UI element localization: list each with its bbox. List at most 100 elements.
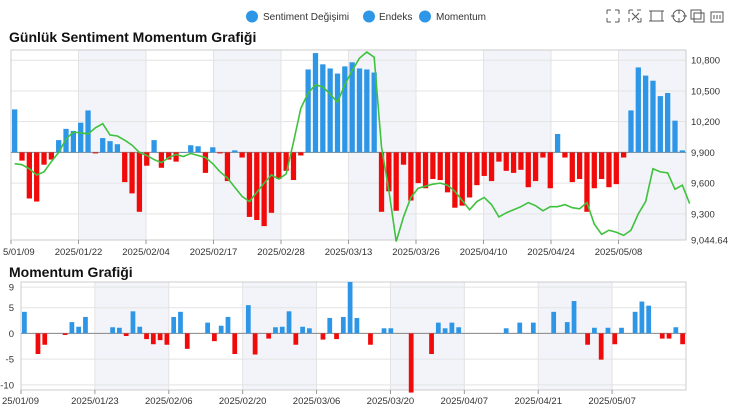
legend-item-sentiment[interactable]: Sentiment Değişimi xyxy=(246,10,349,24)
sentiment-bar[interactable] xyxy=(408,152,414,201)
sentiment-bar[interactable] xyxy=(298,152,304,156)
sentiment-bar[interactable] xyxy=(254,152,260,220)
sentiment-bar[interactable] xyxy=(620,152,627,158)
momentum-bar[interactable] xyxy=(619,327,624,334)
momentum-bar[interactable] xyxy=(76,326,82,334)
sentiment-bar[interactable] xyxy=(547,152,553,189)
sentiment-bar[interactable] xyxy=(584,152,590,212)
sentiment-bar[interactable] xyxy=(290,152,297,181)
momentum-bar[interactable] xyxy=(225,316,231,334)
sentiment-bar[interactable] xyxy=(657,96,663,153)
momentum-bar[interactable] xyxy=(62,333,68,335)
momentum-bar[interactable] xyxy=(381,328,387,334)
rect-select-icon[interactable] xyxy=(670,8,688,24)
save-image-icon[interactable] xyxy=(710,8,728,24)
sentiment-bar[interactable] xyxy=(562,152,568,158)
sentiment-bar[interactable] xyxy=(107,141,113,153)
momentum-bar[interactable] xyxy=(429,333,434,354)
sentiment-bar[interactable] xyxy=(496,152,502,162)
sentiment-bar[interactable] xyxy=(444,152,451,193)
sentiment-bar[interactable] xyxy=(78,122,84,153)
sentiment-bar[interactable] xyxy=(224,152,231,182)
momentum-bar[interactable] xyxy=(178,311,183,334)
sentiment-bar[interactable] xyxy=(452,152,458,208)
sentiment-bar[interactable] xyxy=(430,152,436,180)
momentum-bar[interactable] xyxy=(320,333,326,340)
sentiment-bar[interactable] xyxy=(144,152,150,166)
sentiment-bar[interactable] xyxy=(129,152,135,194)
momentum-bar[interactable] xyxy=(150,333,156,345)
sentiment-bar[interactable] xyxy=(422,152,429,189)
sentiment-bar[interactable] xyxy=(576,152,583,180)
momentum-bar[interactable] xyxy=(368,333,373,345)
sentiment-bar[interactable] xyxy=(12,109,18,153)
momentum-bar[interactable] xyxy=(144,333,149,340)
momentum-bar[interactable] xyxy=(35,333,41,354)
momentum-bar[interactable] xyxy=(157,333,163,341)
momentum-bar[interactable] xyxy=(164,333,170,345)
momentum-bar[interactable] xyxy=(388,328,394,334)
momentum-bar[interactable] xyxy=(42,333,48,345)
sentiment-bar[interactable] xyxy=(349,62,355,153)
momentum-bar[interactable] xyxy=(286,311,292,334)
momentum-bar[interactable] xyxy=(252,333,258,355)
sentiment-bar[interactable] xyxy=(400,152,407,165)
sentiment-bar[interactable] xyxy=(239,152,245,158)
sentiment-bar[interactable] xyxy=(276,152,282,180)
sentiment-bar[interactable] xyxy=(437,152,443,181)
momentum-bar[interactable] xyxy=(83,316,88,334)
sentiment-bar[interactable] xyxy=(136,152,143,212)
momentum-bar[interactable] xyxy=(551,311,557,334)
sentiment-bar[interactable] xyxy=(635,67,641,153)
sentiment-bar[interactable] xyxy=(606,152,612,188)
sentiment-bar[interactable] xyxy=(481,152,487,176)
momentum-bar[interactable] xyxy=(449,322,455,334)
sentiment-bar[interactable] xyxy=(356,68,363,153)
zoom-icon[interactable] xyxy=(604,8,622,24)
momentum-bar[interactable] xyxy=(69,322,75,334)
sentiment-bar[interactable] xyxy=(114,144,121,153)
sentiment-bar[interactable] xyxy=(569,152,575,183)
sentiment-bar[interactable] xyxy=(19,152,25,161)
momentum-bar[interactable] xyxy=(517,322,523,334)
sentiment-bar[interactable] xyxy=(488,152,495,182)
sentiment-bar[interactable] xyxy=(364,69,370,153)
sentiment-bar[interactable] xyxy=(312,53,319,153)
sentiment-bar[interactable] xyxy=(672,120,678,153)
sentiment-bar[interactable] xyxy=(503,152,509,171)
sentiment-bar[interactable] xyxy=(48,152,54,160)
momentum-bar[interactable] xyxy=(327,318,333,334)
momentum-bar[interactable] xyxy=(456,327,462,334)
sentiment-bar[interactable] xyxy=(246,152,253,217)
sentiment-bar[interactable] xyxy=(510,152,517,173)
sentiment-bar[interactable] xyxy=(415,152,421,184)
sentiment-bar[interactable] xyxy=(386,152,392,192)
sentiment-bar[interactable] xyxy=(261,152,267,227)
sentiment-bar[interactable] xyxy=(210,147,216,153)
sentiment-bar[interactable] xyxy=(268,152,275,213)
sentiment-bar[interactable] xyxy=(459,152,465,206)
sentiment-bar[interactable] xyxy=(34,152,40,202)
legend-item-momentum[interactable]: Momentum xyxy=(419,10,486,24)
momentum-bar[interactable] xyxy=(266,333,272,339)
momentum-bar[interactable] xyxy=(442,328,448,334)
momentum-bar[interactable] xyxy=(205,322,210,334)
sentiment-bar[interactable] xyxy=(92,152,99,154)
sentiment-bar[interactable] xyxy=(342,66,348,153)
momentum-bar[interactable] xyxy=(564,322,570,334)
sentiment-bar[interactable] xyxy=(166,152,172,160)
momentum-bar[interactable] xyxy=(171,316,177,334)
sentiment-bar[interactable] xyxy=(334,73,341,153)
momentum-bar[interactable] xyxy=(659,333,665,339)
momentum-bar[interactable] xyxy=(212,333,217,342)
sentiment-bar[interactable] xyxy=(195,146,201,153)
sentiment-bar[interactable] xyxy=(173,152,179,162)
legend-item-endeks[interactable]: Endeks xyxy=(363,10,412,24)
momentum-bar[interactable] xyxy=(232,333,238,354)
momentum-bar[interactable] xyxy=(22,311,27,334)
momentum-bar[interactable] xyxy=(334,333,339,340)
momentum-bar[interactable] xyxy=(666,333,672,339)
momentum-bar[interactable] xyxy=(592,327,597,334)
momentum-bar[interactable] xyxy=(347,282,353,334)
sentiment-bar[interactable] xyxy=(217,152,223,154)
